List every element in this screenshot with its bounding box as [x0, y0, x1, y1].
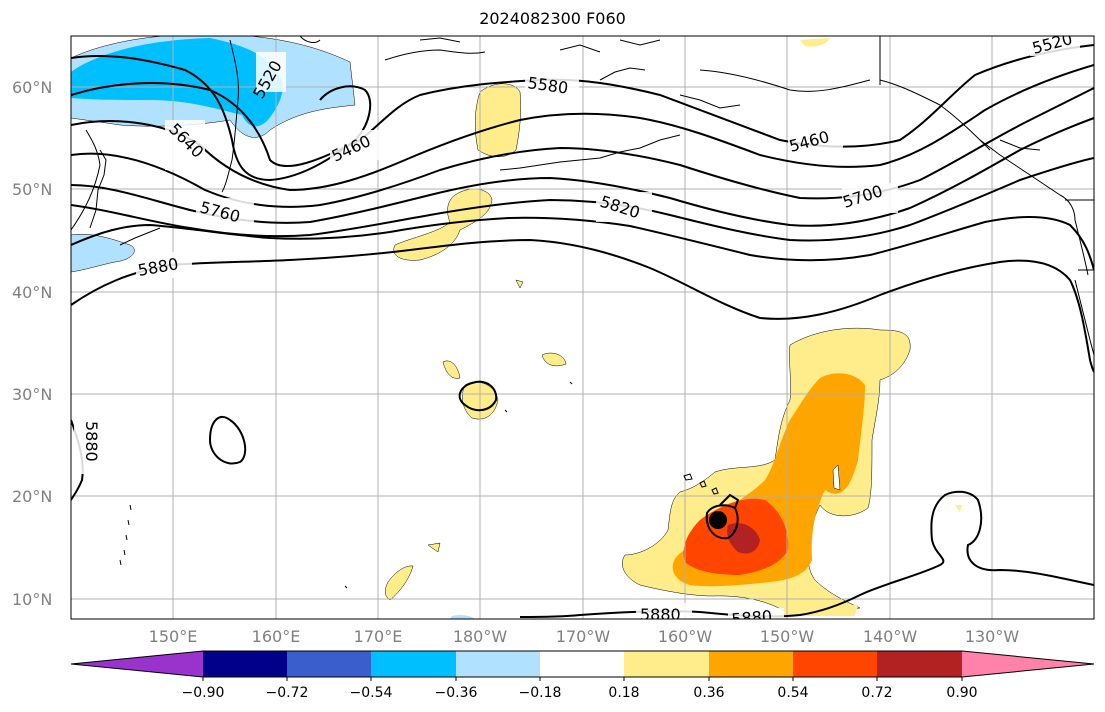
colorbar-tick-label: 0.18 [608, 685, 639, 701]
colorbar-segment [71, 651, 203, 677]
lon-label: 140°W [863, 627, 918, 646]
lon-label: 150°W [760, 627, 815, 646]
lon-label: 160°W [658, 627, 713, 646]
colorbar-segment [793, 651, 878, 677]
lat-label: 20°N [12, 487, 52, 506]
colorbar-segment [709, 651, 794, 677]
colorbar-segment [287, 651, 372, 677]
lon-label: 160°E [252, 627, 301, 646]
lon-label: 170°W [556, 627, 611, 646]
contour-label: 5880 [640, 605, 681, 624]
colorbar-tick-label: 0.72 [861, 685, 892, 701]
colorbar-segment [962, 651, 1094, 677]
colorbar-tick-label: 0.54 [777, 685, 808, 701]
colorbar-segment [456, 651, 541, 677]
lon-label: 150°E [149, 627, 198, 646]
lat-label: 10°N [12, 590, 52, 609]
storm-center-marker [709, 511, 727, 529]
map-gridlines [71, 36, 1094, 619]
contour-label: 5880 [731, 607, 773, 629]
lat-label: 60°N [12, 78, 52, 97]
map-panel: 5520 5580 5460 5640 5760 5880 5460 5820 … [71, 36, 1094, 629]
contour-label: 5880 [82, 421, 101, 462]
colorbar-segment [540, 651, 625, 677]
colorbar-segment [203, 651, 288, 677]
map-frame [70, 35, 1095, 620]
map-title: 2024082300 F060 [479, 9, 626, 28]
colorbar-tick-label: 0.90 [946, 685, 977, 701]
colorbar-segment [371, 651, 456, 677]
lat-label: 50°N [12, 180, 52, 199]
colorbar: −0.90 −0.72 −0.54 −0.36 −0.18 0.18 0.36 … [70, 650, 1095, 701]
lon-label: 180°W [453, 627, 508, 646]
colorbar-tick-label: −0.72 [266, 685, 309, 701]
longitude-labels: 150°E 160°E 170°E 180°W 170°W 160°W 150°… [149, 627, 1020, 646]
contour-label-group: 5520 5580 5460 5640 5760 5880 5460 5820 … [74, 36, 1080, 629]
lat-label: 30°N [12, 385, 52, 404]
lon-label: 170°E [354, 627, 403, 646]
lat-label: 40°N [12, 283, 52, 302]
colorbar-tick-label: −0.36 [435, 685, 478, 701]
coastlines [71, 36, 1094, 589]
positive-anomaly-shading [385, 38, 962, 616]
colorbar-tick-label: −0.54 [350, 685, 393, 701]
colorbar-tick-label: 0.36 [693, 685, 724, 701]
lon-label: 130°W [965, 627, 1020, 646]
latitude-labels: 60°N 50°N 40°N 30°N 20°N 10°N [12, 78, 52, 609]
colorbar-tick-label: −0.90 [182, 685, 225, 701]
colorbar-segment [624, 651, 709, 677]
colorbar-tick-label: −0.18 [519, 685, 562, 701]
colorbar-segment [877, 651, 963, 677]
